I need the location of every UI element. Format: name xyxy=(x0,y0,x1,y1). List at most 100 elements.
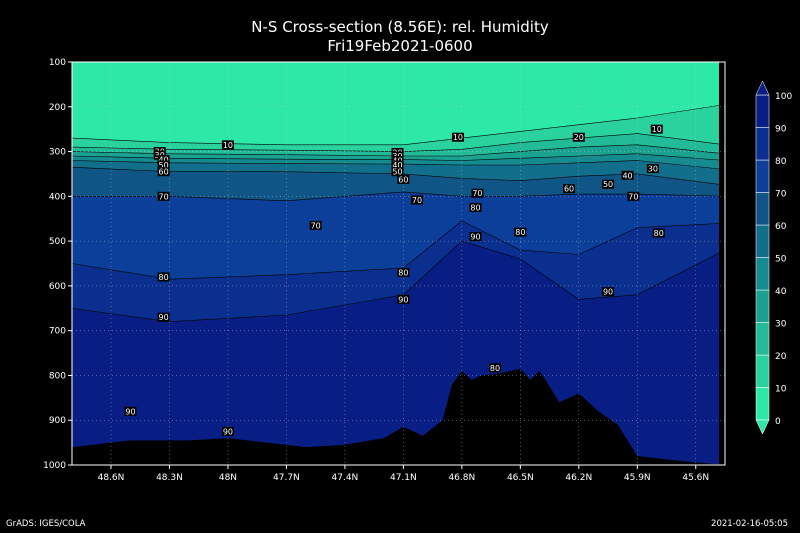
contour-label: 80 xyxy=(469,203,482,213)
colorbar-box xyxy=(755,354,770,388)
contour-label-text: 80 xyxy=(490,364,500,373)
colorbar-tick-label: 70 xyxy=(775,190,787,200)
colorbar-bottom-arrow xyxy=(755,419,770,435)
contour-label-text: 90 xyxy=(125,407,135,416)
contour-label-bg xyxy=(469,203,482,213)
contour-line-30 xyxy=(71,144,726,157)
contour-label-bg xyxy=(309,220,322,230)
y-tick-label: 100 xyxy=(49,58,66,68)
contour-label-text: 70 xyxy=(472,189,482,198)
contour-label-bg xyxy=(391,160,404,170)
contour-label-bg xyxy=(650,124,663,134)
contour-label-bg xyxy=(451,132,464,142)
contour-label-text: 60 xyxy=(159,168,169,177)
colorbar-tick-label: 80 xyxy=(775,157,787,167)
contour-label-text: 10 xyxy=(223,141,233,150)
contour-labels: 1030304050607080909090702030404050607080… xyxy=(124,124,665,436)
contour-label: 60 xyxy=(563,184,576,194)
contour-label-bg xyxy=(563,184,576,194)
contour-label-text: 90 xyxy=(159,313,169,322)
colorbar-box xyxy=(755,127,770,161)
colorbar-tick-label: 60 xyxy=(775,222,787,232)
contour-label: 60 xyxy=(397,174,410,184)
contour-label-text: 10 xyxy=(453,133,463,142)
contour-label-text: 50 xyxy=(159,161,169,170)
contour-label-bg xyxy=(221,140,234,150)
contour-label-bg xyxy=(124,406,137,416)
contour-label: 10 xyxy=(221,140,234,150)
contour-label: 40 xyxy=(157,155,170,165)
colorbar-tick-label: 100 xyxy=(775,92,792,102)
y-tick-label: 600 xyxy=(49,282,66,292)
contour-label-text: 60 xyxy=(564,185,574,194)
contour-label-text: 70 xyxy=(412,196,422,205)
contour-label-bg xyxy=(646,164,659,174)
contour-label: 20 xyxy=(572,132,585,142)
colorbar-tick-label: 10 xyxy=(775,385,787,395)
contour-label-bg xyxy=(411,195,424,205)
contour-label: 70 xyxy=(157,191,170,201)
x-tick-label: 48.3N xyxy=(156,473,183,483)
colorbar-tick-label: 40 xyxy=(775,287,787,297)
contour-label-text: 10 xyxy=(652,125,662,134)
contour-label: 60 xyxy=(157,167,170,177)
contour-label: 90 xyxy=(124,406,137,416)
contour-label-bg xyxy=(157,155,170,165)
x-tick-label: 45.9N xyxy=(624,473,651,483)
contour-label-text: 70 xyxy=(311,221,321,230)
contour-label-text: 90 xyxy=(398,295,408,304)
contour-label: 70 xyxy=(411,195,424,205)
colorbar-box xyxy=(755,387,770,421)
right-edge-mask xyxy=(719,62,725,465)
colorbar-tick-label: 50 xyxy=(775,255,787,265)
x-tick-label: 47.4N xyxy=(332,473,359,483)
x-tick-label: 46.5N xyxy=(507,473,534,483)
contour-label-bg xyxy=(652,228,665,238)
colorbar-tick-label: 0 xyxy=(775,417,781,427)
colorbar-box xyxy=(755,289,770,323)
contour-label: 70 xyxy=(309,220,322,230)
contour-label: 90 xyxy=(221,426,234,436)
colorbar-box xyxy=(755,257,770,291)
colorbar: 0 10 20 30 40 50 60 70 80 90 100 xyxy=(755,80,792,435)
contour-label: 90 xyxy=(157,312,170,322)
contour-label-text: 90 xyxy=(223,427,233,436)
contour-label-bg xyxy=(469,232,482,242)
footer-credit: GrADS: IGES/COLA xyxy=(6,519,86,529)
y-tick-label: 400 xyxy=(49,192,66,202)
contour-label-text: 70 xyxy=(159,192,169,201)
contour-line-40 xyxy=(71,153,726,161)
colorbar-top-arrow xyxy=(755,80,770,96)
colorbar-box xyxy=(755,192,770,226)
contour-label-bg xyxy=(397,267,410,277)
contour-line-80 xyxy=(71,220,726,280)
colorbar-box xyxy=(755,159,770,193)
x-tick-label: 46.8N xyxy=(448,473,475,483)
contour-label-text: 80 xyxy=(654,229,664,238)
contour-label: 10 xyxy=(650,124,663,134)
plot-frame xyxy=(71,61,726,466)
contour-label: 10 xyxy=(451,132,464,142)
contour-label: 40 xyxy=(391,160,404,170)
y-tick-label: 800 xyxy=(49,371,66,381)
contour-label-bg xyxy=(572,132,585,142)
contour-label-bg xyxy=(157,167,170,177)
contour-label-text: 90 xyxy=(470,233,480,242)
x-tick-label: 45.6N xyxy=(682,473,709,483)
contour-label: 90 xyxy=(602,287,615,297)
humidity-bands xyxy=(72,62,725,466)
contour-label-text: 70 xyxy=(628,192,638,201)
contour-label: 70 xyxy=(471,188,484,198)
y-tick-label: 500 xyxy=(49,237,66,247)
colorbar-box xyxy=(755,322,770,356)
contour-label: 30 xyxy=(646,164,659,174)
contour-label: 40 xyxy=(621,170,634,180)
contour-label: 90 xyxy=(397,294,410,304)
contour-label: 50 xyxy=(602,179,615,189)
contour-label-bg xyxy=(514,227,527,237)
contour-label-text: 90 xyxy=(603,288,613,297)
contour-label-bg xyxy=(397,174,410,184)
contour-line-70 xyxy=(72,191,726,202)
colorbar-tick-label: 20 xyxy=(775,352,787,362)
contour-label-bg xyxy=(602,179,615,189)
